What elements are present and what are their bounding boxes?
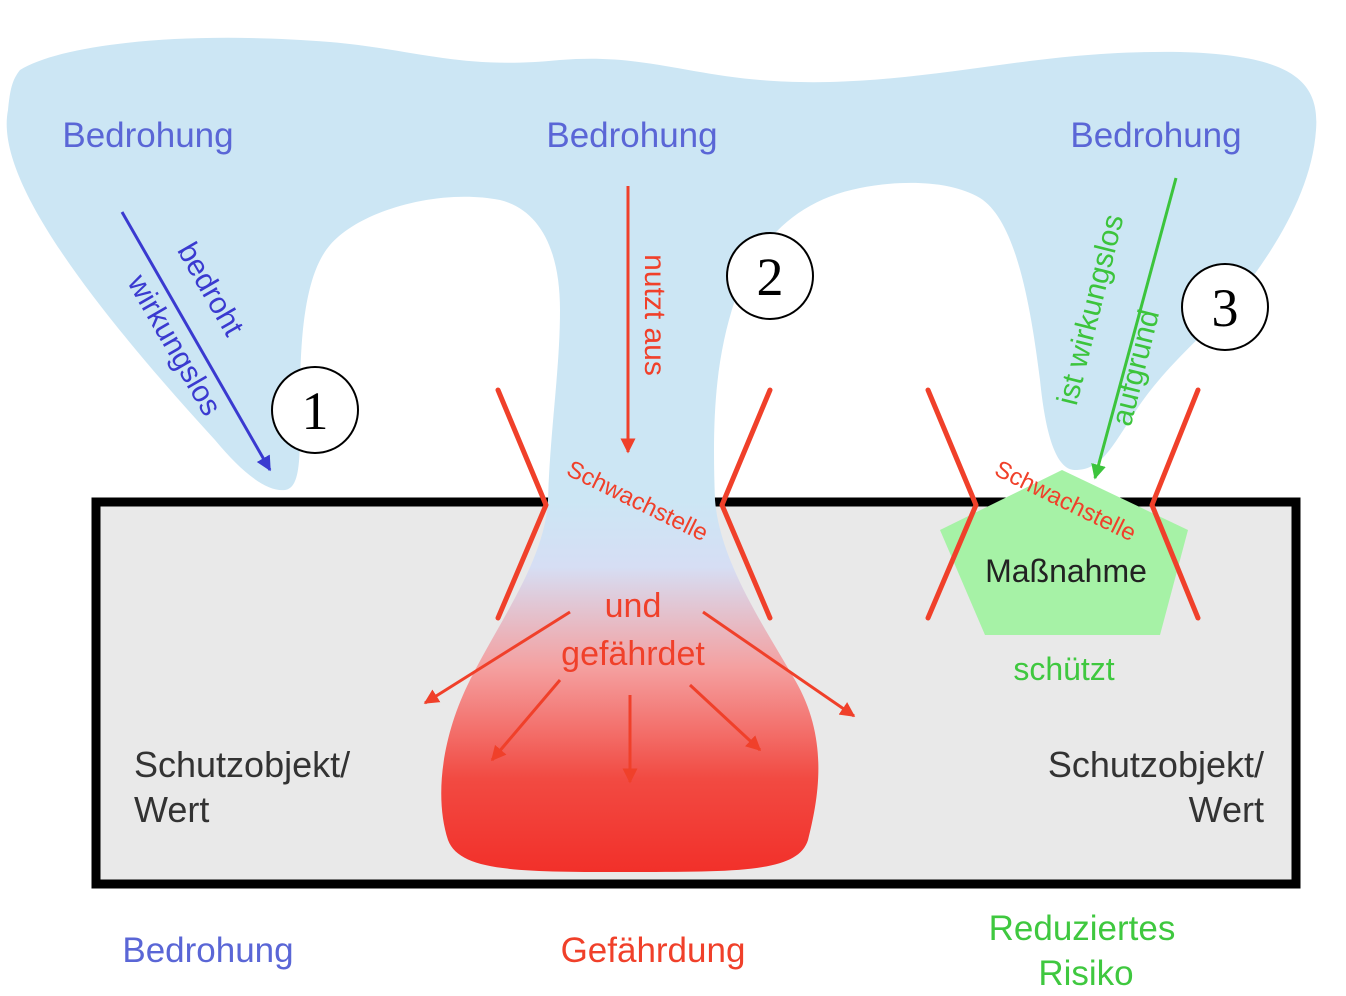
legend-danger: Gefährdung xyxy=(561,931,746,970)
danger-arrow-right xyxy=(688,683,762,752)
marker-1-number: 1 xyxy=(302,381,329,441)
threat-label-left: Bedrohung xyxy=(62,116,233,155)
asset-label-right-line2: Wert xyxy=(1189,789,1264,830)
marker-1: 1 xyxy=(271,366,359,454)
marker-3: 3 xyxy=(1181,263,1269,351)
arrow-label-exploits: nutzt aus xyxy=(638,254,671,376)
threat-label-center: Bedrohung xyxy=(546,116,717,155)
marker-2: 2 xyxy=(726,232,814,320)
legend-threat: Bedrohung xyxy=(122,931,293,970)
marker-2-number: 2 xyxy=(757,247,784,307)
measure-protects-label: schützt xyxy=(1013,651,1114,687)
measure-pentagon xyxy=(940,470,1188,635)
marker-3-number: 3 xyxy=(1212,278,1239,338)
danger-label-endangered: gefährdet xyxy=(561,635,705,673)
legend-reduced-risk-line2: Risiko xyxy=(1038,954,1133,993)
legend-reduced-risk-line1: Reduziertes xyxy=(989,909,1176,948)
weakness-bracket-right xyxy=(925,387,1201,621)
asset-label-left-line1: Schutzobjekt/ xyxy=(134,744,350,785)
danger-arrow-far-right xyxy=(702,610,856,718)
danger-label-and: und xyxy=(605,587,662,625)
arrow-left-threat xyxy=(120,211,272,472)
asset-label-left-line2: Wert xyxy=(134,789,209,830)
danger-arrow-left xyxy=(490,679,562,762)
threat-label-right: Bedrohung xyxy=(1070,116,1241,155)
measure-label: Maßnahme xyxy=(985,553,1147,589)
danger-arrow-far-left xyxy=(423,610,571,705)
arrow-right-ineffective xyxy=(1091,177,1178,480)
asset-label-right-line1: Schutzobjekt/ xyxy=(1048,744,1264,785)
danger-plume xyxy=(441,500,819,872)
weakness-bracket-center xyxy=(495,387,773,621)
danger-arrows xyxy=(423,610,856,784)
threat-cloud xyxy=(6,37,1317,500)
